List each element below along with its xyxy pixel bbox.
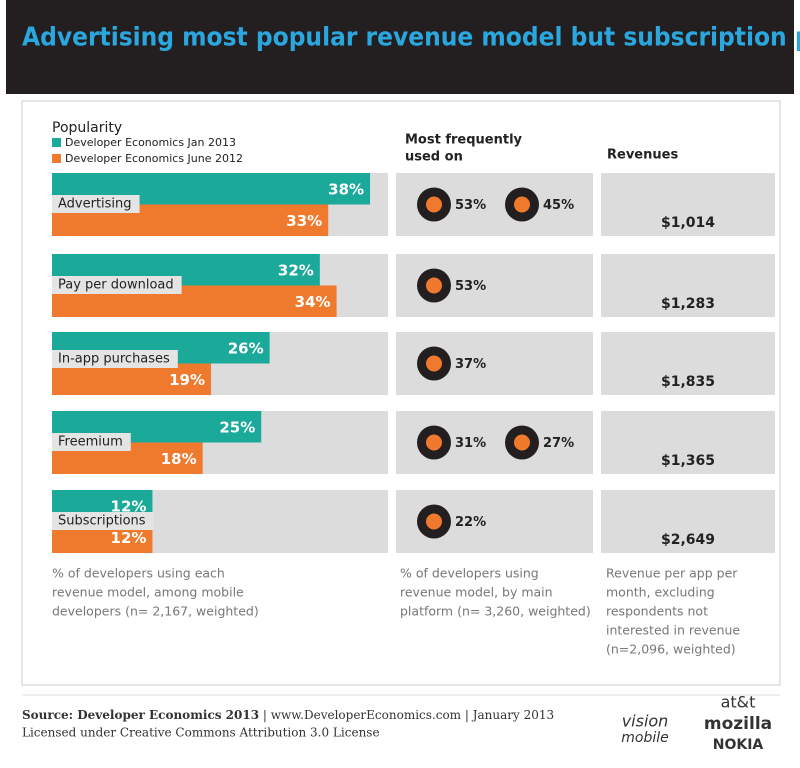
- source-rest: | www.DeveloperEconomics.com | January 2…: [259, 708, 554, 722]
- platform-icon-inner: [514, 196, 530, 213]
- note: % of developers using each: [52, 566, 225, 581]
- platform-icon-inner: [426, 513, 442, 530]
- platform-share: 22%: [455, 515, 486, 530]
- row-bg: [601, 332, 775, 395]
- platform-icon-inner: [426, 434, 442, 451]
- note: % of developers using: [400, 566, 539, 581]
- category-label-bg: [52, 276, 182, 294]
- legend-swatch: [52, 154, 61, 163]
- value-label: 19%: [169, 371, 205, 389]
- platform-icon-inner: [426, 355, 442, 372]
- logo: at&t: [721, 693, 756, 712]
- revenues-title: Revenues: [607, 148, 678, 163]
- revenue: $1,835: [661, 374, 715, 390]
- note: revenue model, among mobile: [52, 585, 244, 600]
- note: platform (n= 3,260, weighted): [400, 604, 591, 619]
- value-label: 34%: [295, 293, 331, 311]
- category-label-bg: [52, 195, 140, 213]
- header-band: [6, 0, 794, 94]
- row-bg: [601, 173, 775, 236]
- platform-share: 45%: [543, 198, 574, 213]
- category-label: In-app purchases: [58, 352, 170, 367]
- note: month, excluding: [606, 585, 715, 600]
- note: developers (n= 2,167, weighted): [52, 604, 259, 619]
- row-bg: [601, 254, 775, 317]
- note: respondents not: [606, 604, 708, 619]
- value-label: 26%: [228, 339, 264, 357]
- title: Advertising most popular revenue model b…: [22, 23, 800, 53]
- category-label: Advertising: [58, 197, 132, 212]
- legend-label: Developer Economics June 2012: [65, 152, 243, 165]
- row-bg: [601, 411, 775, 474]
- platform-icon-inner: [514, 434, 530, 451]
- note: (n=2,096, weighted): [606, 642, 736, 657]
- platform-share: 27%: [543, 436, 574, 451]
- value-label: 32%: [278, 261, 314, 279]
- category-label-bg: [52, 350, 178, 368]
- platform-icon-inner: [426, 196, 442, 213]
- category-label: Freemium: [58, 435, 123, 450]
- logo: NOKIA: [713, 737, 764, 753]
- logo: mozilla: [704, 714, 772, 734]
- platforms-title: used on: [405, 150, 463, 165]
- platforms-title: Most frequently: [405, 133, 523, 148]
- platform-share: 37%: [455, 357, 486, 372]
- value-label: 12%: [111, 497, 147, 515]
- category-label-bg: [52, 433, 131, 451]
- platform-share: 53%: [455, 279, 486, 294]
- note: Revenue per app per: [606, 566, 738, 581]
- row-bg: [601, 490, 775, 553]
- revenue: $2,649: [661, 532, 715, 548]
- revenue: $1,014: [661, 215, 715, 231]
- chart-title: Popularity: [52, 120, 122, 136]
- category-label: Subscriptions: [58, 514, 146, 529]
- value-label: 18%: [161, 450, 197, 468]
- category-label-bg: [52, 512, 154, 530]
- platform-share: 31%: [455, 436, 486, 451]
- panel: [21, 100, 781, 686]
- platform-icon-inner: [426, 277, 442, 294]
- revenue: $1,283: [661, 296, 715, 312]
- value-label: 25%: [219, 418, 255, 436]
- legend-label: Developer Economics Jan 2013: [65, 136, 236, 149]
- value-label: 38%: [328, 180, 364, 198]
- logo: mobile: [621, 730, 668, 746]
- note: interested in revenue: [606, 623, 740, 638]
- category-label: Pay per download: [58, 278, 174, 293]
- footer-source: Source: Developer Economics 2013 | www.D…: [22, 708, 554, 722]
- bar: [52, 363, 212, 395]
- value-label: 12%: [111, 529, 147, 547]
- value-label: 33%: [286, 212, 322, 230]
- revenue: $1,365: [661, 453, 715, 469]
- legend-swatch: [52, 138, 61, 147]
- footer-license: Licensed under Creative Commons Attribut…: [22, 726, 380, 740]
- note: revenue model, by main: [400, 585, 553, 600]
- source: Source: Developer Economics 2013: [22, 708, 259, 722]
- platform-share: 53%: [455, 198, 486, 213]
- logo: vision: [622, 712, 669, 731]
